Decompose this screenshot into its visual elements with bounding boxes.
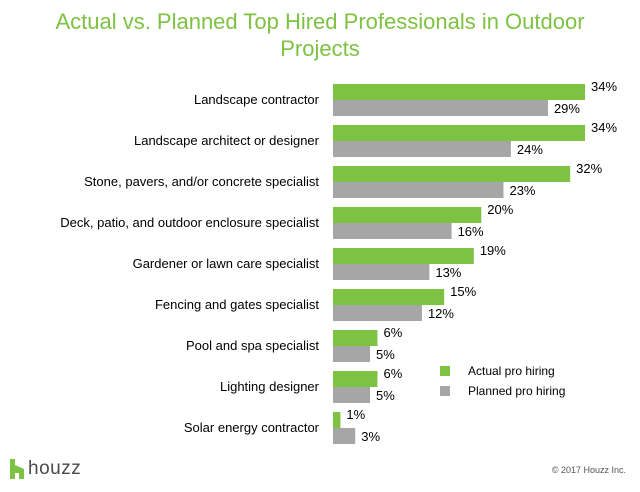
data-label: 12%	[428, 306, 454, 321]
legend: Actual pro hiring Planned pro hiring	[423, 359, 608, 408]
data-label: 23%	[509, 183, 535, 198]
legend-box	[423, 359, 608, 408]
actual-bar	[333, 330, 378, 346]
data-label: 34%	[591, 120, 617, 135]
planned-bar	[333, 264, 430, 280]
data-label: 6%	[383, 366, 402, 381]
planned-bar	[333, 182, 504, 198]
actual-bar	[333, 84, 585, 100]
legend-entry: Planned pro hiring	[468, 384, 565, 398]
copyright-text: © 2017 Houzz Inc.	[551, 465, 626, 475]
chart-title-line-2: Projects	[280, 36, 360, 61]
data-label: 24%	[517, 142, 543, 157]
category-label: Gardener or lawn care specialist	[133, 256, 320, 271]
data-label: 19%	[480, 243, 506, 258]
data-label: 1%	[346, 407, 365, 422]
category-label: Landscape contractor	[194, 92, 320, 107]
data-label: 13%	[435, 265, 461, 280]
planned-bar	[333, 346, 371, 362]
planned-bar	[333, 223, 452, 239]
data-label: 32%	[576, 161, 602, 176]
planned-bar	[333, 100, 548, 116]
data-label: 20%	[487, 202, 513, 217]
category-label: Pool and spa specialist	[186, 338, 319, 353]
category-label: Landscape architect or designer	[134, 133, 320, 148]
category-label: Lighting designer	[220, 379, 320, 394]
actual-bar	[333, 125, 585, 141]
data-label: 5%	[376, 347, 395, 362]
category-label: Fencing and gates specialist	[155, 297, 319, 312]
legend-entry: Actual pro hiring	[468, 364, 555, 378]
planned-bar	[333, 387, 371, 403]
data-label: 3%	[361, 429, 380, 444]
category-label: Stone, pavers, and/or concrete specialis…	[84, 174, 319, 189]
data-label: 5%	[376, 388, 395, 403]
data-label: 34%	[591, 79, 617, 94]
data-label: 16%	[458, 224, 484, 239]
category-label: Solar energy contractor	[184, 420, 320, 435]
legend-swatch	[440, 386, 450, 396]
bar-chart: Landscape contractor 34% 29% Landscape arch…	[60, 79, 617, 444]
actual-bar	[333, 166, 571, 182]
data-label: 6%	[383, 325, 402, 340]
chart-title: Actual vs. Planned Top Hired Professiona…	[0, 8, 640, 62]
houzz-logo-icon	[10, 459, 24, 479]
actual-bar	[333, 289, 445, 305]
planned-bar	[333, 428, 356, 444]
category-label: Deck, patio, and outdoor enclosure speci…	[60, 215, 319, 230]
legend-swatch	[440, 366, 450, 376]
actual-bar	[333, 412, 341, 428]
logo-text: houzz	[28, 458, 82, 479]
data-label: 29%	[554, 101, 580, 116]
planned-bar	[333, 305, 422, 321]
actual-bar	[333, 248, 474, 264]
chart-title-line-1: Actual vs. Planned Top Hired Professiona…	[55, 9, 585, 34]
actual-bar	[333, 371, 378, 387]
houzz-logo: houzz	[10, 458, 81, 480]
planned-bar	[333, 141, 511, 157]
data-label: 15%	[450, 284, 476, 299]
actual-bar	[333, 207, 482, 223]
